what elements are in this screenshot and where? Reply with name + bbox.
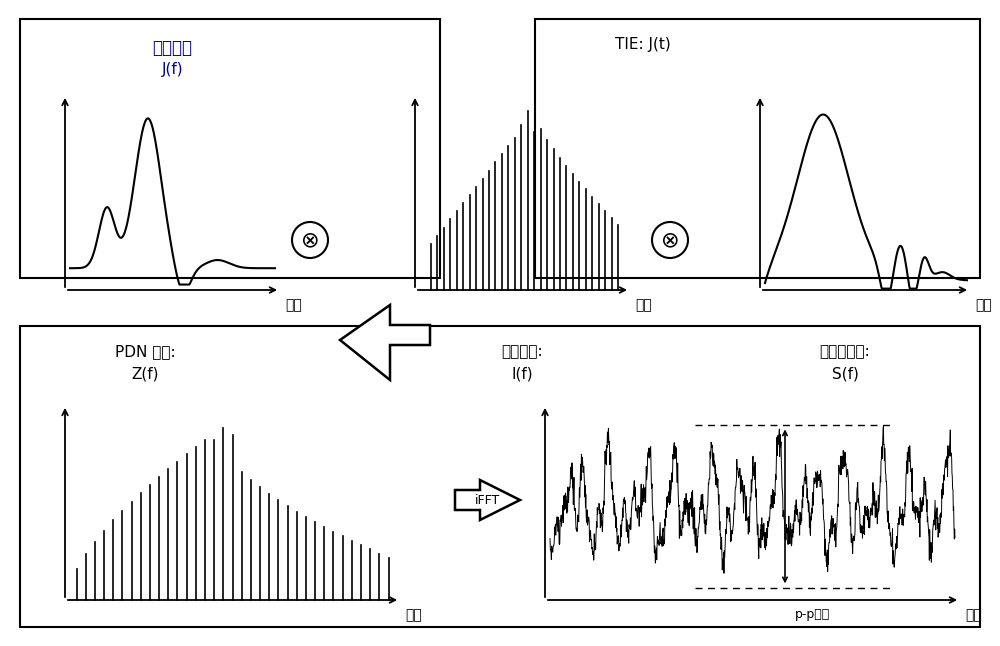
Text: 抖动频谱: 抖动频谱	[152, 39, 192, 57]
Polygon shape	[455, 480, 520, 520]
Text: 电流轮廓:: 电流轮廓:	[501, 344, 543, 359]
Text: J(f): J(f)	[162, 63, 183, 78]
Text: Z(f): Z(f)	[131, 366, 159, 381]
Text: ⊗: ⊗	[301, 230, 319, 250]
Text: ⊗: ⊗	[661, 230, 679, 250]
Polygon shape	[340, 305, 430, 380]
Text: I(f): I(f)	[511, 366, 533, 381]
Bar	[20, 19, 440, 278]
Text: 频率: 频率	[635, 298, 652, 312]
Text: 频率: 频率	[285, 298, 302, 312]
Text: p-p抖动: p-p抖动	[795, 609, 830, 621]
Bar	[535, 19, 980, 278]
Text: iFFT: iFFT	[475, 494, 501, 506]
Bar	[20, 326, 980, 627]
Text: 抖动敏感度:: 抖动敏感度:	[820, 344, 870, 359]
Text: 频率: 频率	[405, 608, 422, 622]
Text: TIE: J(t): TIE: J(t)	[615, 37, 671, 52]
Text: PDN 阵抗:: PDN 阵抗:	[115, 344, 175, 359]
Text: 时间: 时间	[965, 608, 982, 622]
Text: S(f): S(f)	[832, 366, 858, 381]
Text: 频率: 频率	[975, 298, 992, 312]
